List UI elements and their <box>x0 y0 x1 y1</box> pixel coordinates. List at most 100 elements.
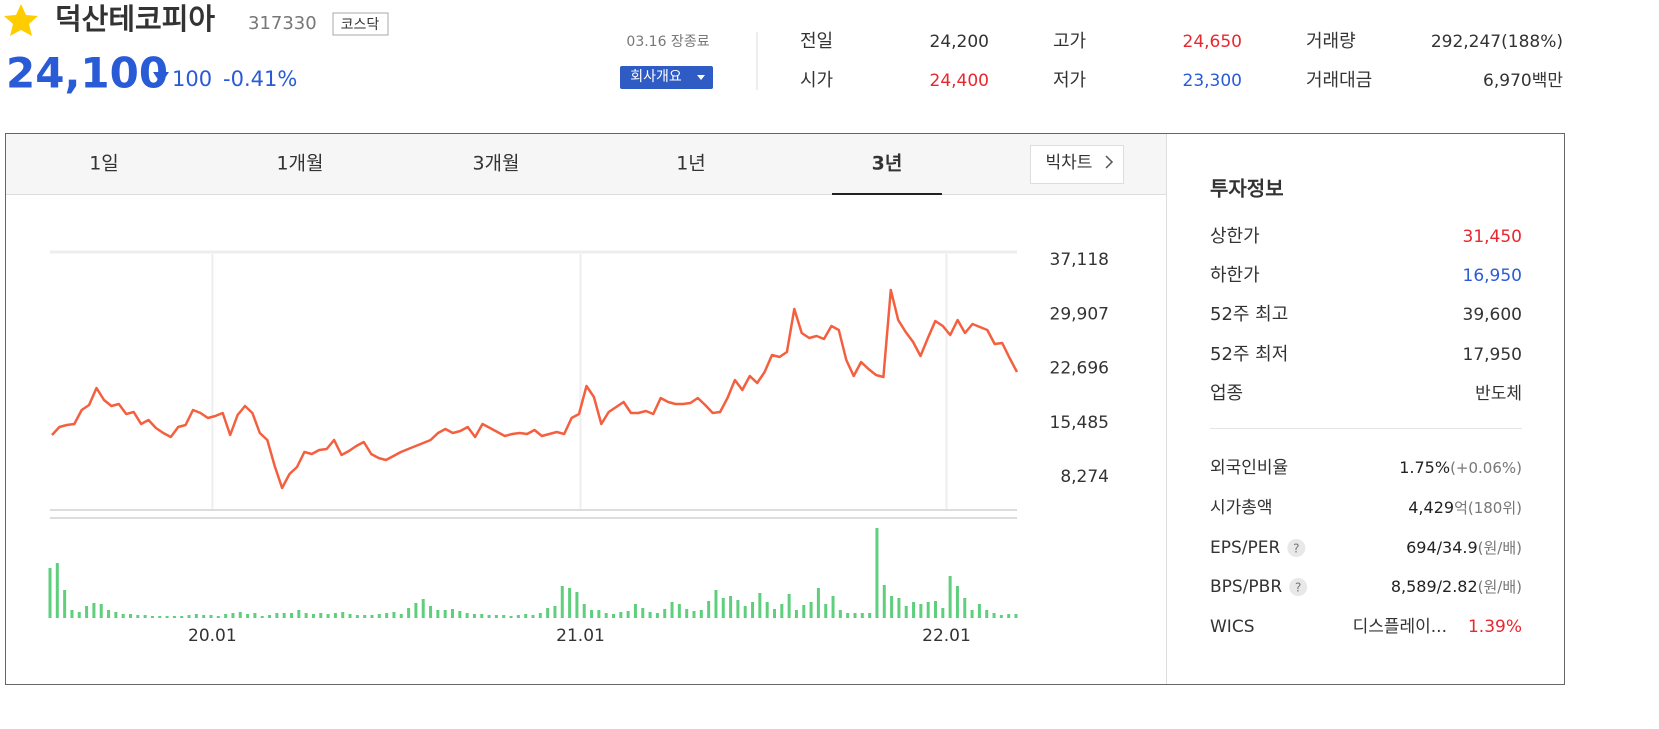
period-tab[interactable]: 3개월 <box>472 153 519 175</box>
y-tick-label: 8,274 <box>1060 467 1109 487</box>
volume-bar <box>392 612 396 618</box>
quote-label: 고가 <box>1053 31 1086 52</box>
quote-unit: 백만 <box>1532 71 1564 91</box>
quote-value: 24,650 <box>1183 32 1242 52</box>
volume-bar <box>209 615 213 618</box>
volume-bar <box>451 609 454 618</box>
volume-bar <box>670 602 674 618</box>
info-value: 694/34.9(원/배) <box>1406 538 1522 557</box>
quote-label: 거래대금 <box>1306 70 1372 91</box>
volume-bar <box>399 614 403 618</box>
period-tab[interactable]: 1개월 <box>276 153 323 175</box>
period-tab[interactable]: 1일 <box>89 153 119 175</box>
info-value: 16,950 <box>1463 266 1522 286</box>
volume-bar <box>341 612 345 618</box>
volume-bar <box>385 613 389 618</box>
chevron <box>1105 155 1114 169</box>
volume-bar <box>977 604 981 618</box>
volume-bar <box>904 606 908 618</box>
volume-bar <box>202 615 206 618</box>
volume-bar <box>348 614 352 618</box>
x-tick-label: 20.01 <box>188 626 237 646</box>
volume-bar <box>824 604 828 618</box>
info-value: 디스플레이... <box>1353 617 1447 637</box>
info-value: 39,600 <box>1463 305 1522 325</box>
quote-number: 23,300 <box>1183 71 1242 91</box>
volume-bar <box>743 606 747 618</box>
volume-bar <box>48 568 52 618</box>
info-number: 694/34.9 <box>1406 538 1478 557</box>
volume-bar <box>487 615 491 618</box>
quote-value: 292,247(188%) <box>1431 32 1563 52</box>
volume-bar <box>655 613 659 618</box>
volume-bar <box>663 609 667 618</box>
volume-bar <box>114 612 118 618</box>
volume-bar <box>685 609 689 618</box>
volume-bar <box>129 614 132 618</box>
info-label: 하한가 <box>1210 265 1260 286</box>
quote-value: 24,200 <box>930 32 989 52</box>
volume-bar <box>853 613 857 618</box>
volume-bar <box>333 613 337 618</box>
info-label: BPS/PBR <box>1210 577 1282 597</box>
y-tick-label: 29,907 <box>1050 304 1109 324</box>
price: 24,100 <box>6 49 168 98</box>
info-value: 17,950 <box>1463 345 1522 365</box>
volume-bar <box>524 614 528 618</box>
info-value: 1.75%(+0.06%) <box>1399 458 1522 477</box>
volume-bar <box>311 614 315 618</box>
help-icon-label[interactable]: ? <box>1293 542 1299 556</box>
price-line <box>51 288 1019 490</box>
volume-bar <box>912 602 916 618</box>
quote-number: 6,970 <box>1483 71 1532 91</box>
help-icon[interactable] <box>1289 578 1308 596</box>
volume-bar <box>150 616 154 618</box>
volume-bar <box>619 612 623 618</box>
volume-bar <box>846 613 850 618</box>
volume-bar <box>612 614 615 618</box>
info-note: 억(180위) <box>1454 499 1522 517</box>
info-number: 1.75% <box>1399 458 1450 477</box>
period-tab[interactable]: 1년 <box>676 153 706 175</box>
volume-bar <box>297 610 301 618</box>
company-button-label[interactable]: 회사개요 <box>630 69 682 85</box>
x-tick-label: 22.01 <box>922 626 971 646</box>
big-chart-button[interactable] <box>1030 145 1124 184</box>
volume-bar <box>590 610 594 618</box>
period-tab[interactable]: 3년 <box>872 153 903 175</box>
volume-bar <box>707 601 711 618</box>
volume-bar <box>699 610 703 618</box>
tab-strip <box>6 134 1166 194</box>
volume-bar <box>773 609 776 618</box>
info-value: 4,429억(180위) <box>1408 498 1522 517</box>
volume-bar <box>985 610 989 618</box>
info-note: (+0.06%) <box>1450 459 1522 477</box>
volume-bar <box>765 602 769 618</box>
dropdown-caret <box>697 75 705 80</box>
volume-bar <box>882 585 886 618</box>
company-button[interactable] <box>620 66 713 89</box>
volume-bar <box>136 615 140 618</box>
volume-bar <box>443 610 447 618</box>
volume-bar <box>1007 614 1011 618</box>
volume-bar <box>868 613 872 618</box>
info-value: 8,589/2.82(원/배) <box>1391 577 1522 596</box>
volume-bar <box>538 613 542 618</box>
volume-bar <box>143 615 147 618</box>
help-icon[interactable] <box>1287 539 1306 557</box>
volume-bar <box>860 613 864 618</box>
volume-bar <box>407 608 411 618</box>
volume-bar <box>363 615 367 618</box>
favorite-star[interactable] <box>4 4 38 36</box>
volume-bar <box>494 615 498 618</box>
volume-bar <box>948 576 952 618</box>
volume-bar <box>546 608 550 618</box>
big-chart-label[interactable]: 빅차트 <box>1046 153 1093 173</box>
help-icon-label[interactable]: ? <box>1295 581 1301 595</box>
volume-bar <box>787 594 791 618</box>
volume-bar <box>648 612 652 618</box>
quote-number: 24,200 <box>930 32 989 52</box>
volume-bar <box>597 610 601 618</box>
volume-bar <box>875 528 879 618</box>
